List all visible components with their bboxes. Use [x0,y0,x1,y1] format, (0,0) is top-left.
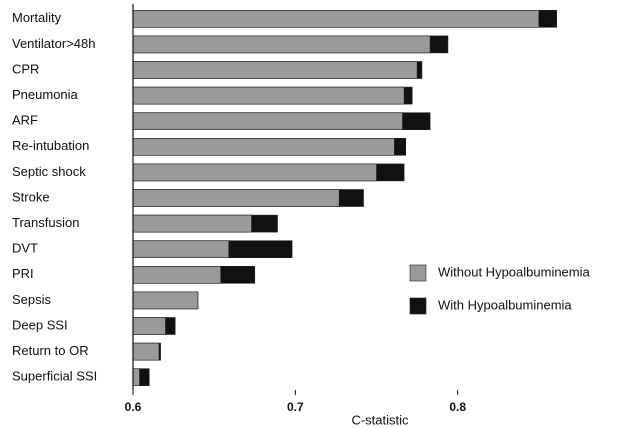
legend-swatch [409,264,427,282]
legend-swatch [409,297,427,315]
y-tick-label: PRI [12,266,34,281]
y-tick-label: ARF [12,113,38,128]
y-tick-label: Pneumonia [12,87,79,102]
bar [132,163,377,182]
y-tick-label: DVT [12,241,38,256]
bar [132,10,540,28]
x-axis-label: C-statistic [351,412,409,427]
y-tick-label: Superficial SSI [12,369,97,384]
legend-label: Without Hypoalbuminemia [438,264,591,279]
bar [132,112,403,130]
bar [132,61,418,79]
legend-label: With Hypoalbuminemia [438,297,572,312]
bar [132,342,160,361]
bar [132,86,405,105]
y-tick-label: Sepsis [12,292,52,307]
y-tick-label: Stroke [12,189,50,204]
y-tick-label: Re-intubation [12,138,89,153]
y-tick-label: Ventilator>48h [12,36,95,51]
x-tick-label: 0.8 [449,400,466,414]
bar [132,138,395,156]
y-tick-label: Transfusion [12,215,79,230]
bar [132,368,140,387]
bar [132,189,340,207]
bar [132,265,221,284]
y-tick-label: Septic shock [12,164,86,179]
y-tick-label: Mortality [12,10,62,25]
bar [132,35,431,54]
bar [132,317,166,335]
bar [132,240,230,258]
x-tick-label: 0.7 [287,400,304,414]
y-tick-label: CPR [12,61,39,76]
y-tick-label: Return to OR [12,343,89,358]
bar [132,291,199,310]
x-tick-label: 0.6 [125,400,142,414]
y-tick-label: Deep SSI [12,317,68,332]
bar [132,214,252,233]
